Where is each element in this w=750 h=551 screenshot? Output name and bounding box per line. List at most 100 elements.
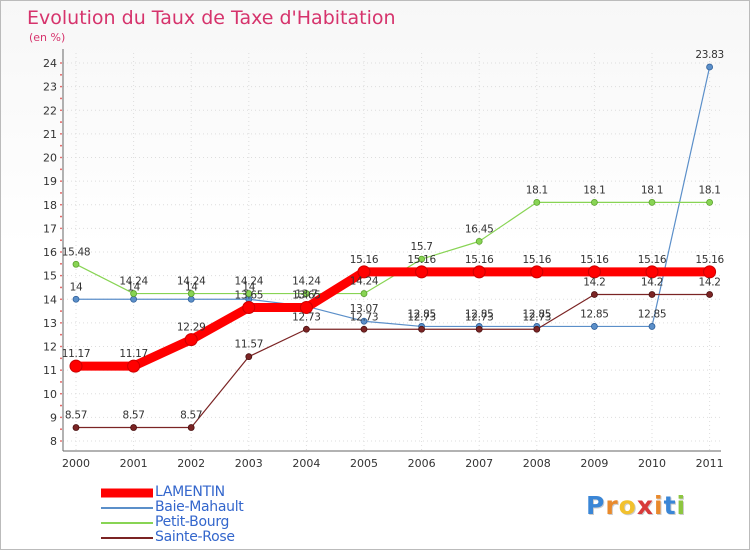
data-label: 12.85	[407, 308, 436, 320]
data-label: 11.17	[62, 348, 91, 360]
y-axis-minor-tick	[60, 404, 62, 407]
data-label: 12.73	[350, 311, 379, 323]
data-point	[591, 198, 598, 206]
y-axis-minor-tick	[60, 144, 62, 147]
data-label: 12.73	[465, 311, 494, 323]
data-label: 15.7	[411, 241, 433, 253]
data-label: 18.1	[641, 184, 663, 196]
chart-title: Evolution du Taux de Taxe d'Habitation	[27, 7, 396, 29]
y-axis-minor-tick	[60, 298, 62, 301]
data-point	[72, 295, 80, 303]
data-label: 15.16	[407, 254, 436, 266]
x-tick-label: 2001	[120, 457, 148, 470]
legend-label: LAMENTIN	[155, 484, 225, 500]
data-label: 8.57	[180, 410, 202, 422]
data-point	[648, 198, 656, 206]
data-label: 12.73	[407, 311, 436, 323]
logo-letter: i	[654, 491, 664, 520]
data-label: 14.24	[177, 276, 206, 288]
y-axis-minor-tick	[60, 381, 62, 383]
y-axis-minor-tick	[60, 345, 62, 348]
data-point	[130, 295, 138, 303]
data-label: 11.57	[235, 339, 264, 351]
y-tick-label: 18	[43, 199, 57, 212]
data-label: 15.16	[580, 254, 609, 266]
data-point	[187, 295, 195, 303]
y-axis-minor-tick	[60, 168, 62, 171]
y-tick-label: 23	[43, 81, 57, 94]
data-point	[72, 260, 80, 268]
y-tick-label: 13	[43, 317, 57, 330]
y-axis-minor-tick	[60, 428, 62, 431]
data-point	[299, 301, 313, 315]
data-label: 14	[70, 281, 83, 293]
y-tick-label: 19	[43, 175, 57, 188]
y-tick-label: 9	[50, 411, 57, 424]
legend-label: Sainte-Rose	[155, 529, 235, 545]
data-label: 18.1	[583, 184, 605, 196]
data-point	[187, 290, 195, 297]
x-tick-label: 2009	[580, 457, 608, 470]
data-label: 14.24	[292, 276, 321, 288]
y-axis-minor-tick	[60, 121, 62, 123]
x-tick-label: 2005	[350, 457, 378, 470]
data-point	[472, 265, 486, 279]
y-axis-minor-tick	[60, 251, 62, 253]
data-point	[475, 237, 483, 245]
y-axis-minor-tick	[60, 132, 62, 135]
data-point	[357, 265, 371, 279]
logo-letter: P	[586, 491, 606, 520]
y-tick-label: 21	[43, 128, 57, 141]
x-tick-label: 2003	[235, 457, 263, 470]
data-label: 14.24	[235, 276, 264, 288]
y-axis-minor-tick	[60, 97, 62, 100]
y-axis-minor-tick	[60, 286, 62, 289]
data-label: 13.7	[295, 288, 317, 300]
y-axis-minor-tick	[60, 357, 62, 360]
data-label: 15.48	[62, 246, 91, 258]
data-point	[703, 265, 717, 279]
data-point	[302, 325, 310, 333]
data-label: 12.73	[523, 311, 552, 323]
x-tick-label: 2010	[638, 457, 666, 470]
data-label: 14.24	[119, 276, 148, 288]
y-axis-minor-tick	[60, 440, 62, 442]
y-tick-label: 11	[43, 364, 57, 377]
data-point	[587, 265, 601, 279]
legend-label: Petit-Bourg	[155, 514, 230, 530]
data-label: 8.57	[123, 410, 145, 422]
data-label: 14	[242, 281, 255, 293]
data-label: 13.65	[235, 290, 264, 302]
y-tick-label: 24	[43, 57, 57, 70]
legend-label: Baie-Mahault	[155, 499, 244, 515]
legend-swatch	[101, 488, 153, 497]
y-tick-label: 10	[43, 388, 57, 401]
data-point	[706, 63, 713, 71]
series-line	[75, 201, 710, 295]
y-axis-minor-tick	[60, 215, 62, 218]
y-axis-minor-tick	[60, 180, 62, 183]
y-axis-minor-tick	[60, 109, 62, 112]
y-axis-minor-tick	[60, 262, 62, 265]
data-point	[187, 424, 195, 431]
data-label: 12.73	[292, 311, 321, 323]
data-label: 12.85	[465, 308, 494, 320]
data-label: 13.65	[292, 290, 321, 302]
data-point	[360, 290, 368, 297]
data-point	[591, 323, 598, 330]
logo-letter: r	[605, 491, 619, 520]
data-label: 15.16	[695, 254, 724, 266]
y-axis-minor-tick	[60, 310, 62, 312]
data-label: 12.85	[523, 308, 552, 320]
data-point	[645, 265, 659, 279]
data-point	[72, 424, 80, 431]
data-point	[418, 255, 426, 263]
data-label: 14	[185, 281, 198, 293]
y-tick-label: 12	[43, 341, 57, 354]
y-tick-label: 20	[43, 152, 57, 165]
data-point	[360, 325, 368, 333]
data-label: 15.16	[465, 254, 494, 266]
x-tick-label: 2002	[177, 457, 205, 470]
